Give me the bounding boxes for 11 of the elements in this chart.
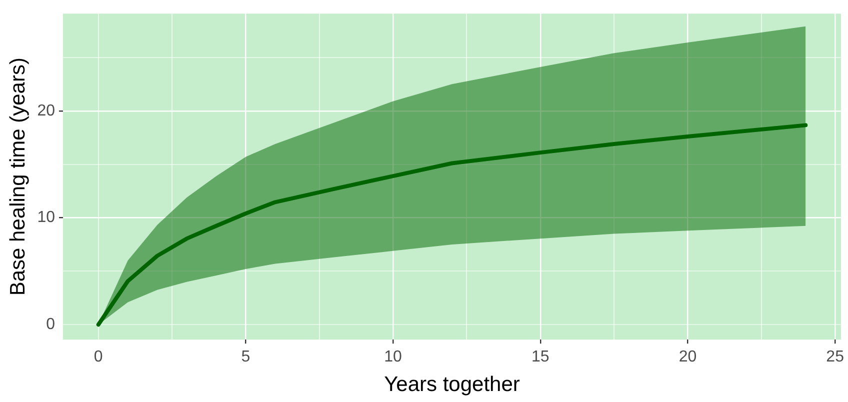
x-tick-label: 10 [384,348,402,366]
x-axis-title: Years together [384,373,520,396]
x-tick-label: 20 [678,348,697,366]
y-tick-label: 20 [37,102,56,120]
y-axis-title: Base healing time (years) [6,58,30,296]
x-tick-label: 15 [531,348,550,366]
y-tick-label: 0 [46,316,56,334]
x-tick-label: 5 [241,348,250,366]
y-tick-label: 10 [37,209,56,226]
x-tick-label: 0 [94,348,103,366]
x-tick-label: 25 [826,348,844,366]
